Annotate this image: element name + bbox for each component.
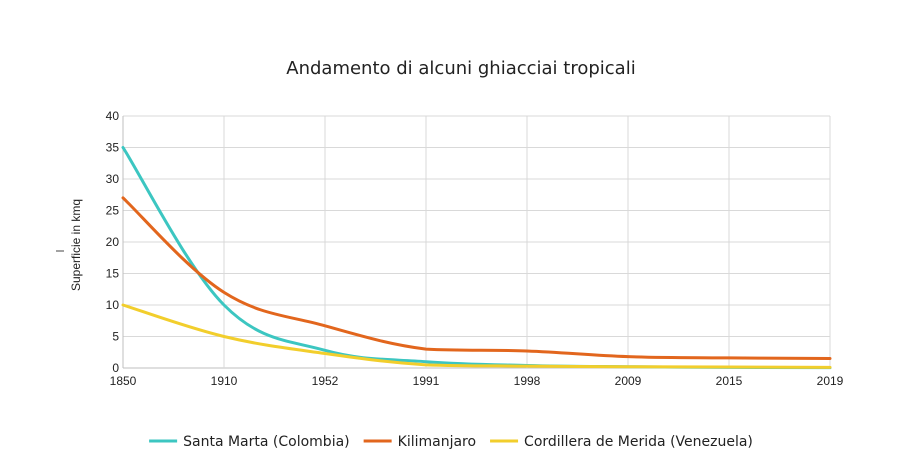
x-tick-label: 1998 — [514, 374, 541, 388]
x-tick-label: 2009 — [615, 374, 642, 388]
y-tick-label: 10 — [106, 298, 120, 312]
legend-item: Kilimanjaro — [363, 434, 476, 450]
series-line-2 — [121, 303, 832, 369]
legend-item: Cordillera de Merida (Venezuela) — [490, 434, 753, 450]
chart-title: Andamento di alcuni ghiacciai tropicali — [286, 58, 635, 79]
y-axis: 0 5 10 15 20 25 30 35 40 — [106, 109, 120, 375]
y-tick-label: 15 — [106, 267, 120, 281]
y-axis-label: Superficie in kmq — [69, 199, 83, 291]
x-tick-label: 1952 — [312, 374, 339, 388]
legend: Santa Marta (Colombia) Kilimanjaro Cordill… — [149, 434, 753, 450]
y-tick-label: 30 — [106, 172, 120, 186]
x-tick-label: 2019 — [817, 374, 844, 388]
x-tick-label: 1910 — [211, 374, 238, 388]
x-tick-label: 1991 — [413, 374, 440, 388]
legend-label: Santa Marta (Colombia) — [183, 434, 350, 450]
legend-label: Kilimanjaro — [398, 434, 476, 450]
x-axis: 1850 1910 1952 1991 1998 2009 2015 2019 — [110, 374, 844, 388]
series-line-0 — [121, 146, 832, 370]
legend-label: Cordillera de Merida (Venezuela) — [524, 434, 753, 450]
y-tick-label: 20 — [106, 235, 120, 249]
y-tick-label: 25 — [106, 204, 120, 218]
y-tick-label: 0 — [112, 361, 119, 375]
legend-item: Santa Marta (Colombia) — [149, 434, 350, 450]
y-tick-label: 35 — [106, 141, 120, 155]
series-group — [121, 146, 832, 370]
x-tick-label: 1850 — [110, 374, 137, 388]
series-line-1 — [121, 196, 832, 361]
x-tick-label: 2015 — [716, 374, 743, 388]
y-tick-label: 40 — [106, 109, 120, 123]
grid — [122, 115, 831, 369]
y-tick-label: 5 — [112, 330, 119, 344]
